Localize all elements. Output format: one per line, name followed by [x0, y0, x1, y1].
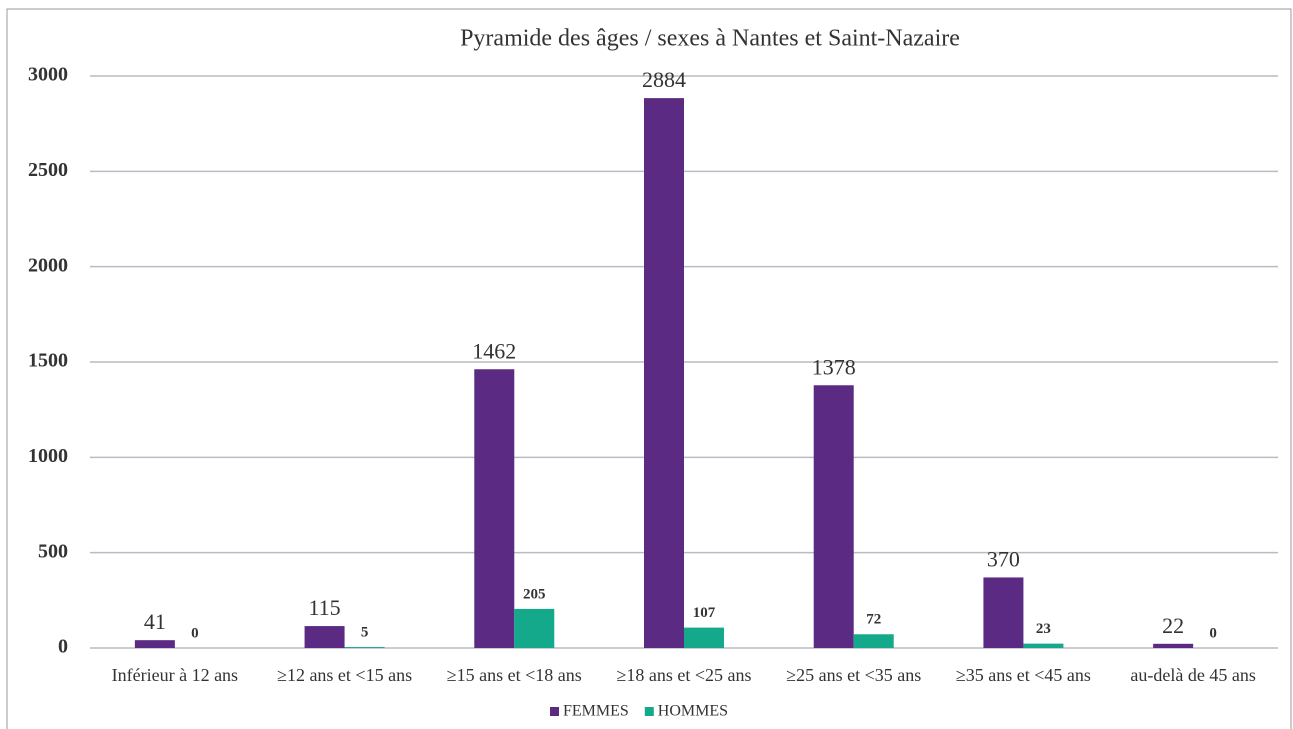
bar: [684, 627, 724, 648]
data-label: 2884: [642, 67, 686, 92]
bar: [1023, 643, 1064, 648]
y-tick-label: 3000: [28, 64, 68, 86]
bar: [983, 577, 1024, 648]
bar: [304, 626, 345, 648]
chart-title: Pyramide des âges / sexes à Nantes et Sa…: [460, 26, 960, 52]
y-tick-label: 2000: [28, 254, 68, 276]
y-tick-label: 0: [58, 636, 68, 658]
x-tick-label: ≥35 ans et <45 ans: [956, 665, 1091, 685]
y-tick-label: 1000: [28, 445, 68, 467]
x-tick-label: ≥25 ans et <35 ans: [786, 665, 921, 685]
bar: [474, 369, 515, 648]
data-label: 5: [361, 624, 369, 640]
y-tick-label: 1500: [28, 350, 68, 372]
bar: [344, 647, 385, 648]
x-tick-label: Inférieur à 12 ans: [112, 665, 238, 685]
data-label: 0: [191, 625, 199, 641]
chart-frame: [6, 8, 1292, 729]
data-label: 1462: [472, 338, 516, 363]
data-label: 1378: [812, 354, 856, 379]
bar: [134, 640, 175, 648]
bar: [853, 634, 894, 648]
data-label: 23: [1036, 621, 1051, 637]
bar: [813, 385, 854, 648]
legend-label: HOMMES: [658, 703, 728, 720]
bar: [1153, 643, 1194, 648]
data-label: 41: [144, 609, 166, 634]
x-tick-label: ≥18 ans et <25 ans: [616, 665, 751, 685]
data-label: 370: [987, 547, 1020, 572]
x-tick-label: ≥15 ans et <18 ans: [447, 665, 582, 685]
data-label: 22: [1162, 613, 1184, 638]
bar: [644, 98, 684, 649]
y-tick-label: 2500: [28, 159, 68, 181]
data-label: 115: [308, 595, 340, 620]
data-label: 72: [866, 612, 881, 628]
bar: [514, 608, 555, 648]
data-label: 107: [693, 605, 716, 621]
legend-label: FEMMES: [563, 703, 629, 720]
legend-swatch: [550, 707, 559, 716]
x-tick-label: au-delà de 45 ans: [1130, 665, 1255, 685]
x-tick-label: ≥12 ans et <15 ans: [277, 665, 412, 685]
y-tick-label: 500: [38, 540, 68, 562]
data-label: 205: [523, 586, 546, 602]
legend-swatch: [644, 707, 654, 716]
data-label: 0: [1209, 625, 1217, 641]
